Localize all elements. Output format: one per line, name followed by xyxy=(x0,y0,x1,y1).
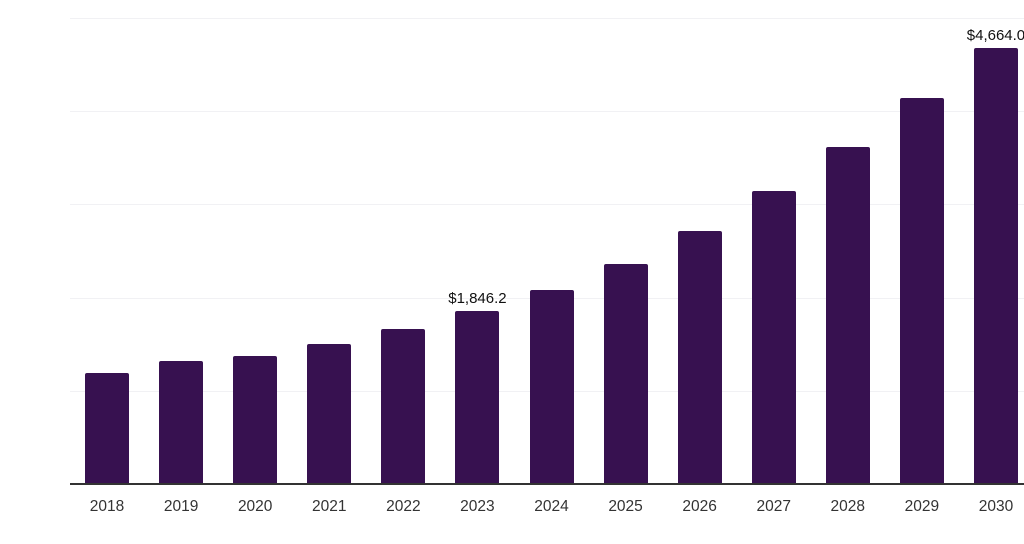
data-label-2030: $4,664.0 xyxy=(966,27,1024,45)
x-tick-2022: 2022 xyxy=(386,498,421,515)
plot-area: $1,846.2 $4,664.0 xyxy=(70,18,1024,485)
x-tick-2028: 2028 xyxy=(830,498,866,515)
x-tick-2026: 2026 xyxy=(682,498,717,515)
gridline-5000 xyxy=(70,18,1024,19)
bar-2026 xyxy=(677,230,722,483)
bar-2019 xyxy=(159,360,204,483)
x-tick-2027: 2027 xyxy=(756,498,791,515)
x-tick-2018: 2018 xyxy=(89,498,125,515)
gridline-4000 xyxy=(70,111,1024,113)
bar-2025 xyxy=(603,263,648,483)
bar-2028 xyxy=(825,147,870,483)
x-tick-2020: 2020 xyxy=(237,498,273,515)
bar-2029 xyxy=(899,98,944,483)
bar-2021 xyxy=(307,344,352,483)
x-tick-2019: 2019 xyxy=(163,498,199,515)
bar-2020 xyxy=(233,355,278,483)
x-tick-2024: 2024 xyxy=(534,498,569,515)
data-label-2023: $1,846.2 xyxy=(448,289,507,307)
x-axis-line xyxy=(70,483,1024,485)
bar-2018 xyxy=(85,373,130,483)
x-tick-2021: 2021 xyxy=(312,498,347,515)
x-tick-2025: 2025 xyxy=(608,498,643,515)
bar-2027 xyxy=(751,191,796,483)
bar-2024 xyxy=(529,290,574,483)
bar-chart: $1,846.2 $4,664.0 2018 2019 2020 2021 2022 202… xyxy=(40,16,1024,528)
x-tick-2029: 2029 xyxy=(904,498,940,515)
x-tick-2023: 2023 xyxy=(460,498,495,515)
gridline-3000 xyxy=(70,204,1024,206)
x-tick-2030: 2030 xyxy=(978,498,1014,515)
bar-2030 xyxy=(973,48,1018,483)
bar-2023 xyxy=(455,310,500,483)
bar-2022 xyxy=(381,329,426,483)
